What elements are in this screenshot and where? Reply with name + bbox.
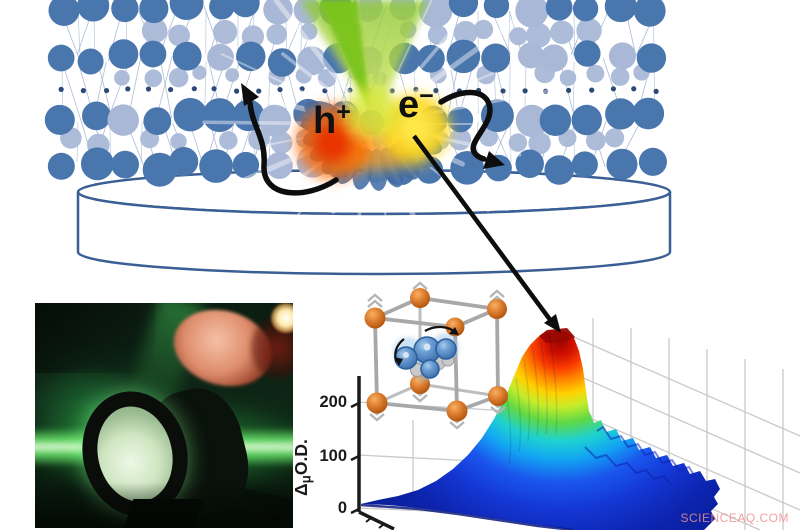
corner-atoms <box>364 288 508 422</box>
electron-arrowhead <box>483 151 505 169</box>
photo-light-hotspot <box>271 303 293 333</box>
electron-label: e− <box>398 82 434 126</box>
surface-body <box>361 330 720 530</box>
tick-0: 0 <box>338 499 347 517</box>
watermark: SCIENCEAQ.COM <box>680 511 789 525</box>
plot-axis: 200 100 0 ΔμO.D. <box>291 376 395 530</box>
hole-label: h+ <box>313 98 351 142</box>
pointer-arrow <box>412 134 553 323</box>
unit-cell-inset <box>364 281 508 430</box>
rotating-molecule <box>393 325 459 381</box>
sample-disc <box>76 168 672 276</box>
tick-200: 200 <box>319 393 347 411</box>
carrier-labels: h+ e− <box>313 82 434 142</box>
tick-100: 100 <box>319 447 347 465</box>
z-axis-label: ΔμO.D. <box>291 439 314 496</box>
surface-plot <box>360 328 720 530</box>
electron-arrow <box>438 89 493 162</box>
excitation-glow <box>296 86 450 180</box>
hole-arrowhead <box>241 83 259 106</box>
pointer-arrowhead <box>544 314 561 333</box>
laser-lab-photo <box>35 303 293 528</box>
photo-bottom-shadow <box>35 482 293 528</box>
photo-dark-corner <box>35 303 155 373</box>
hole-arrow <box>247 100 339 196</box>
arrows <box>241 83 561 333</box>
